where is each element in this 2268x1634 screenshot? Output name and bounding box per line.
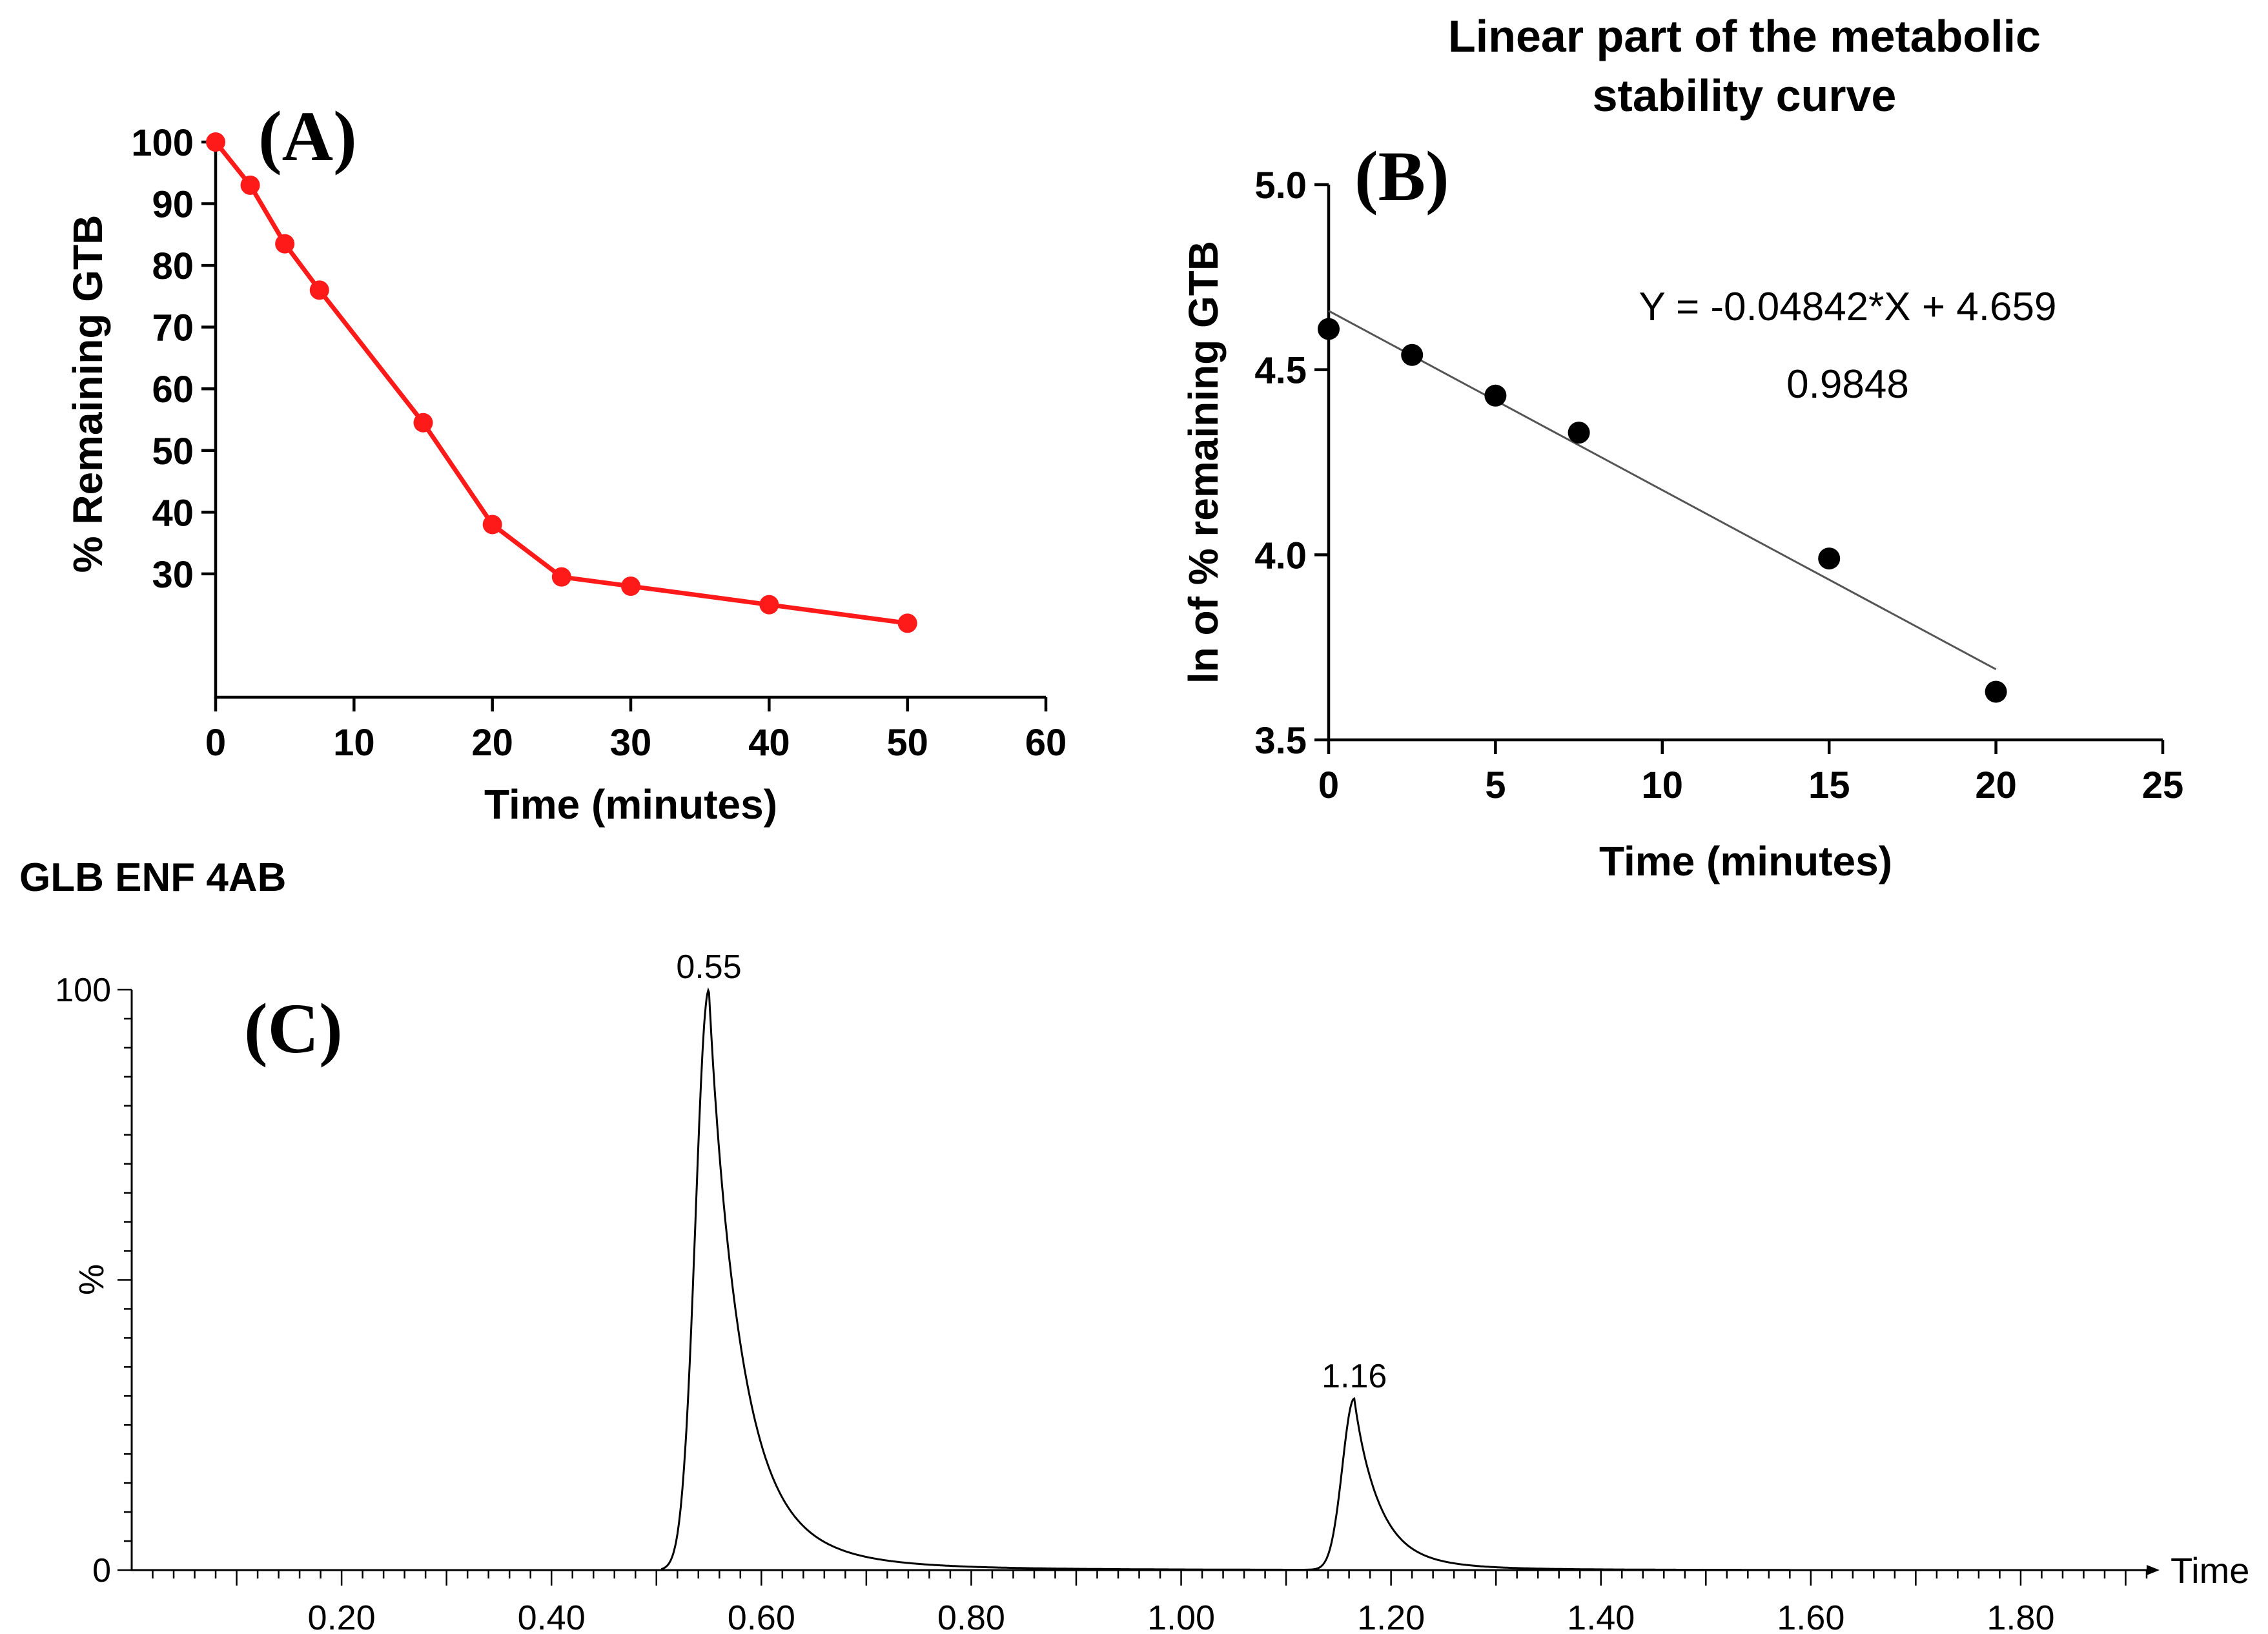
panel-a-xtick-label: 40 (748, 722, 790, 764)
panel-c-xtick-label: 1.20 (1357, 1598, 1425, 1634)
panel-a-data-point (413, 413, 433, 433)
panel-c-x-arrow (2147, 1565, 2160, 1575)
panel-b-ytick-label: 5.0 (1254, 165, 1307, 207)
panel-b-xtick-label: 20 (1975, 764, 2017, 806)
panel-a-xlabel: Time (minutes) (484, 781, 777, 828)
panel-a-ytick-label: 90 (152, 184, 194, 226)
panel-b-equation: Y = -0.04842*X + 4.659 (1639, 285, 2057, 329)
panel-b-ytick-label: 4.0 (1254, 535, 1307, 577)
panel-a-data-point (621, 577, 640, 596)
panel-b: Linear part of the metabolic stability c… (1180, 11, 2183, 884)
panel-b-xlabel: Time (minutes) (1599, 838, 1892, 884)
panel-c-header: GLB ENF 4AB (19, 855, 286, 900)
panel-a-data-point (897, 613, 917, 633)
panel-b-data-point (1318, 318, 1340, 340)
panel-a-ytick-label: 80 (152, 245, 194, 287)
panel-a-ytick-label: 60 (152, 369, 194, 411)
panel-c-xtick-label: 1.40 (1567, 1598, 1635, 1634)
panel-a-data-point (759, 595, 779, 615)
panel-a-ytick-label: 30 (152, 554, 194, 596)
panel-a-axes (214, 142, 1046, 699)
panel-b-data-point (1568, 422, 1590, 444)
panel-a-ytick-label: 70 (152, 307, 194, 349)
panel-b-title-line-1: Linear part of the metabolic (1448, 11, 2041, 61)
panel-b-xtick-label: 0 (1318, 764, 1339, 806)
panel-c-ytick-label: 100 (55, 972, 111, 1009)
panel-b-xtick-label: 25 (2142, 764, 2184, 806)
panel-c-xtick-label: 0.80 (937, 1598, 1005, 1634)
panel-c-xlabel: Time (2171, 1550, 2249, 1591)
panel-b-axes (1327, 185, 2163, 742)
panel-b-xtick-label: 15 (1808, 764, 1850, 806)
panel-a-data-point (551, 567, 571, 587)
panel-a-ytick-label: 50 (152, 431, 194, 473)
panel-a-ylabel: % Remaining GTB (65, 215, 111, 573)
panel-b-ylabel: ln of % remaining GTB (1180, 241, 1227, 684)
panel-b-xtick-label: 10 (1642, 764, 1684, 806)
panel-c-xtick-label: 0.40 (518, 1598, 586, 1634)
panel-b-r-squared: 0.9848 (1786, 362, 1909, 407)
panel-c-peak-label: 0.55 (676, 948, 741, 986)
panel-b-title-line-2: stability curve (1593, 70, 1897, 121)
panel-b-data-point (1401, 343, 1424, 366)
panel-b-ytick-label: 4.5 (1254, 350, 1307, 392)
panel-c-axes (130, 990, 2147, 1571)
panel-b-xtick-label: 5 (1485, 764, 1506, 806)
panel-c-ylabel: % (72, 1264, 111, 1295)
panel-c-xtick-label: 0.60 (728, 1598, 795, 1634)
panel-c-peak-label: 1.16 (1322, 1358, 1387, 1395)
panel-c-label: (C) (244, 989, 343, 1068)
panel-a-data-point (240, 175, 260, 195)
panel-c: GLB ENF 4AB 0 100 0.20 0.40 0.60 0.80 1.00 1.2… (19, 855, 2249, 1634)
panel-a-xtick-label: 20 (471, 722, 513, 764)
panel-c-ytick-label: 0 (92, 1552, 111, 1589)
panel-a-ytick-label: 100 (131, 122, 194, 164)
panel-c-xtick-label: 1.80 (1987, 1598, 2054, 1634)
panel-b-label: (B) (1354, 137, 1449, 216)
panel-c-xtick-label: 1.60 (1777, 1598, 1844, 1634)
panel-a: 30 40 50 60 70 80 90 100 0 10 20 30 40 50 60 Time (mi… (65, 97, 1067, 828)
panel-a-xtick-label: 0 (205, 722, 226, 764)
panel-b-data-point (1484, 384, 1507, 407)
panel-c-xtick-label: 1.00 (1147, 1598, 1215, 1634)
panel-b-data-point (1818, 547, 1841, 570)
panel-a-xtick-label: 30 (610, 722, 652, 764)
panel-a-series-line (214, 140, 908, 626)
panel-b-ytick-label: 3.5 (1254, 720, 1307, 762)
panel-a-xtick-label: 10 (333, 722, 375, 764)
panel-a-data-point (482, 515, 502, 535)
panel-a-data-point (275, 234, 295, 254)
panel-a-data-point (309, 280, 329, 300)
panel-a-xtick-label: 60 (1025, 722, 1067, 764)
panel-a-data-point (206, 132, 225, 152)
panel-c-chromatogram-trace (656, 987, 1790, 1571)
panel-a-label: (A) (258, 97, 357, 176)
panel-c-xtick-label: 0.20 (308, 1598, 376, 1634)
panel-a-xtick-label: 50 (886, 722, 928, 764)
panel-b-data-point (1985, 680, 2007, 703)
panel-b-fit-line (1328, 310, 1997, 671)
panel-a-ytick-label: 40 (152, 492, 194, 534)
